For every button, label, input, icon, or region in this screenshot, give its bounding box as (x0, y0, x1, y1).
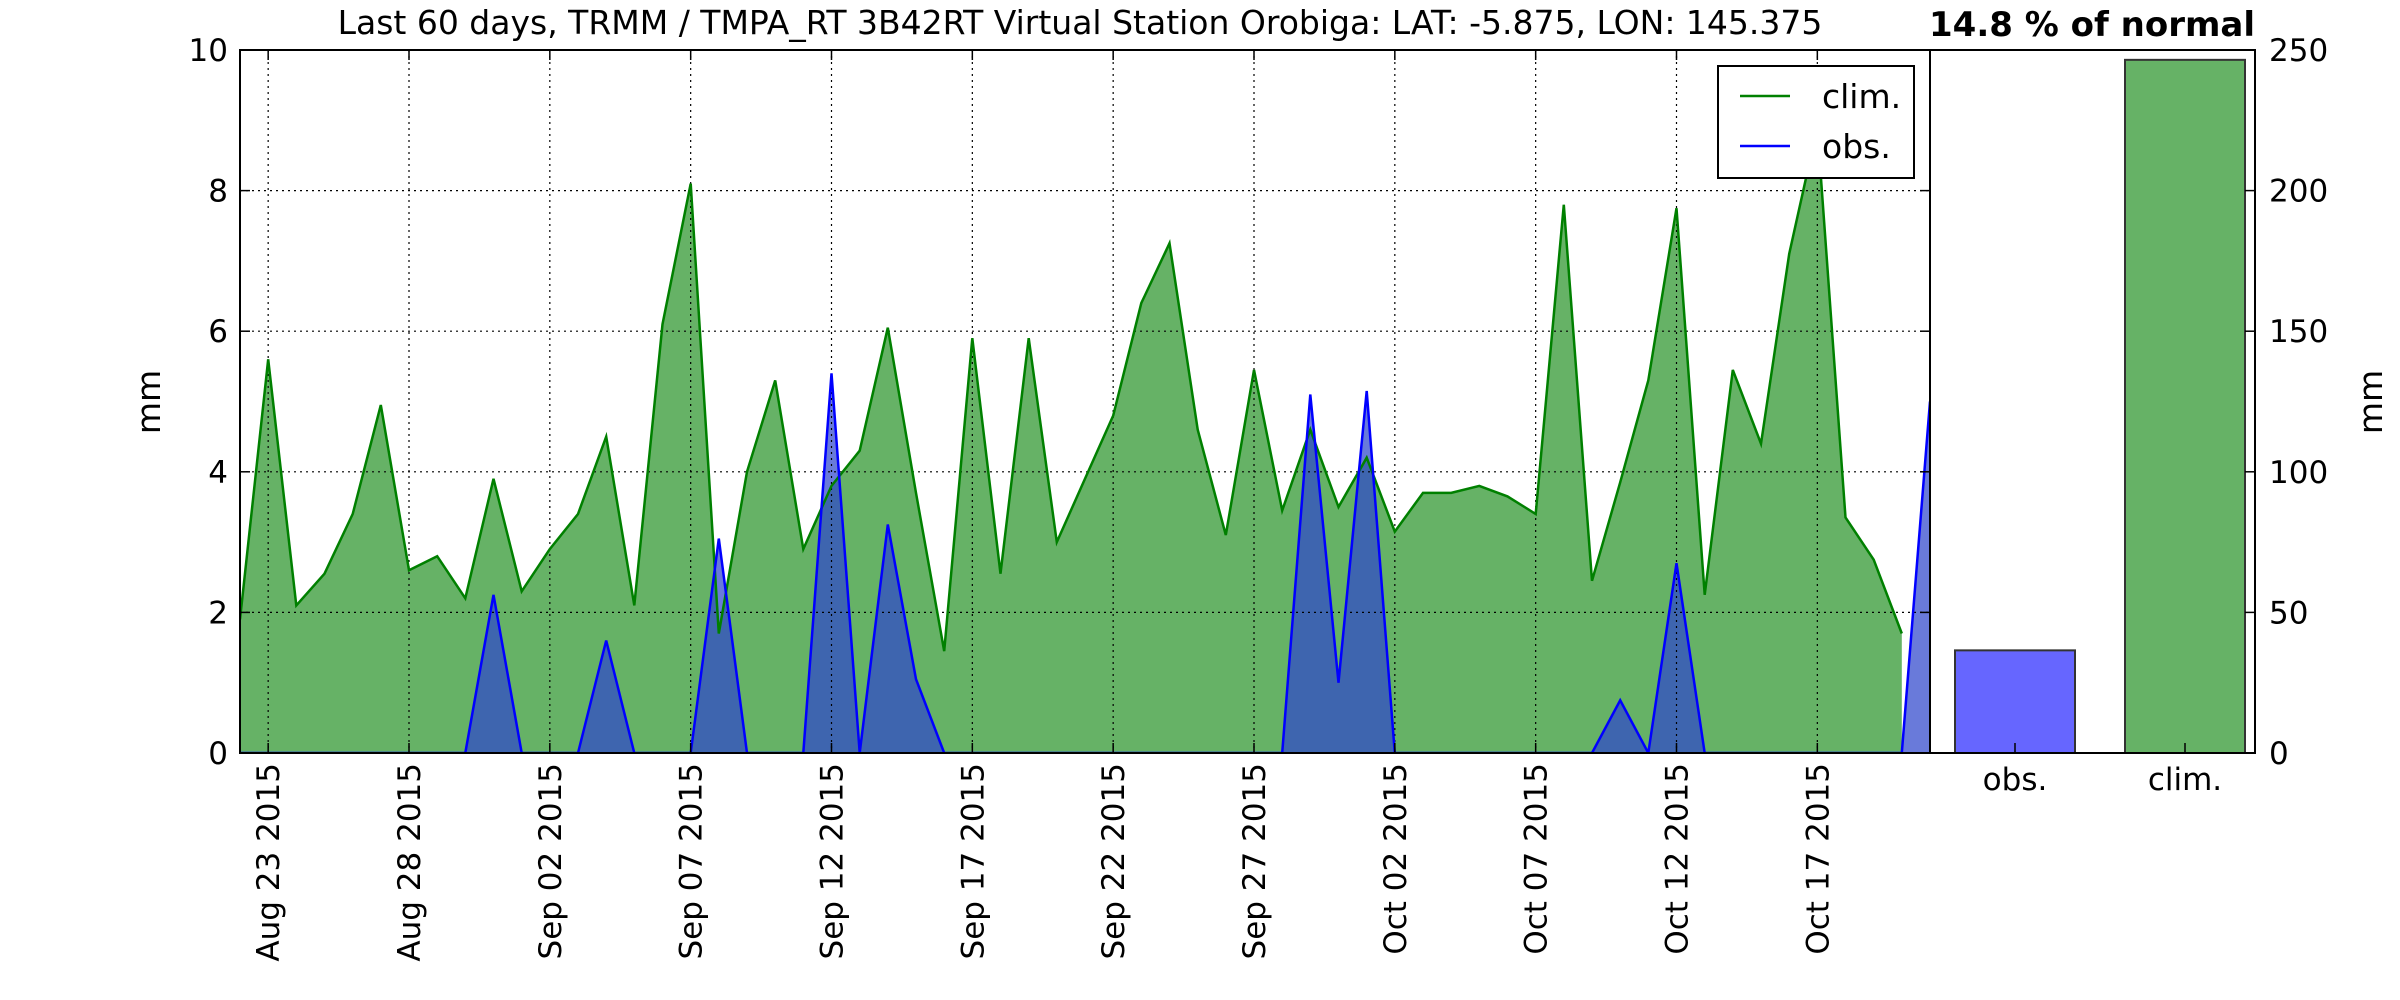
bar-plot-frame (1929, 49, 2256, 754)
x-tick-label: Sep 17 2015 (955, 763, 991, 959)
main-axis-ticks: Aug 23 2015 Aug 28 2015 Sep 02 2015 Sep 07 … (189, 33, 1930, 962)
area-fills (240, 127, 1930, 753)
bar-y-tick-label: 0 (2269, 736, 2289, 772)
legend: clim. obs. (1717, 65, 1915, 179)
x-tick-label: Sep 27 2015 (1237, 763, 1273, 959)
bar-axis-ticks: obs. clim. 0 50 100 150 200 250 (1983, 33, 2329, 798)
bar-category-label: clim. (2148, 762, 2222, 798)
total-bar-clim (2124, 58, 2246, 755)
x-tick-label: Sep 07 2015 (674, 763, 710, 959)
percent-of-normal-label: 14.8 % of normal (1929, 5, 2255, 45)
x-tick-label: Sep 12 2015 (815, 763, 851, 959)
clim-area (240, 127, 1902, 753)
y-tick-label: 10 (189, 33, 228, 69)
y-tick-label: 8 (208, 174, 228, 210)
legend-obs-label: obs. (1822, 127, 1891, 166)
total-bars (1954, 58, 2246, 755)
bar-category-label: obs. (1983, 762, 2048, 798)
main-y-axis-label: mm (129, 370, 168, 434)
x-tick-label: Sep 02 2015 (533, 763, 569, 959)
daily-rainfall-panel: Aug 23 2015 Aug 28 2015 Sep 02 2015 Sep 07 … (129, 33, 1931, 962)
x-tick-label: Sep 22 2015 (1096, 763, 1132, 959)
y-tick-label: 4 (208, 455, 228, 491)
chart-title: Last 60 days, TRMM / TMPA_RT 3B42RT Virt… (338, 3, 1823, 42)
x-tick-label: Aug 28 2015 (392, 763, 428, 962)
bar-y-tick-label: 200 (2269, 174, 2328, 210)
bar-y-tick-label: 250 (2269, 33, 2328, 69)
x-tick-label: Oct 17 2015 (1800, 763, 1836, 955)
legend-box (1717, 65, 1915, 179)
bar-y-tick-label: 50 (2269, 595, 2308, 631)
y-tick-label: 6 (208, 314, 228, 350)
y-tick-label: 0 (208, 736, 228, 772)
legend-clim-label: clim. (1822, 77, 1901, 116)
y-tick-label: 2 (208, 595, 228, 631)
x-tick-label: Aug 23 2015 (251, 763, 287, 962)
total-rainfall-panel: obs. clim. 0 50 100 150 200 250 mm (1929, 33, 2390, 798)
x-tick-label: Oct 07 2015 (1519, 763, 1555, 955)
bar-y-tick-label: 150 (2269, 314, 2328, 350)
bar-y-tick-label: 100 (2269, 455, 2328, 491)
bar-y-axis-label: mm (2351, 370, 2390, 434)
total-bar-obs (1954, 649, 2076, 754)
series-lines (240, 127, 1930, 753)
x-tick-label: Oct 02 2015 (1378, 763, 1414, 955)
clim-line (240, 127, 1903, 652)
x-tick-label: Oct 12 2015 (1660, 763, 1696, 955)
